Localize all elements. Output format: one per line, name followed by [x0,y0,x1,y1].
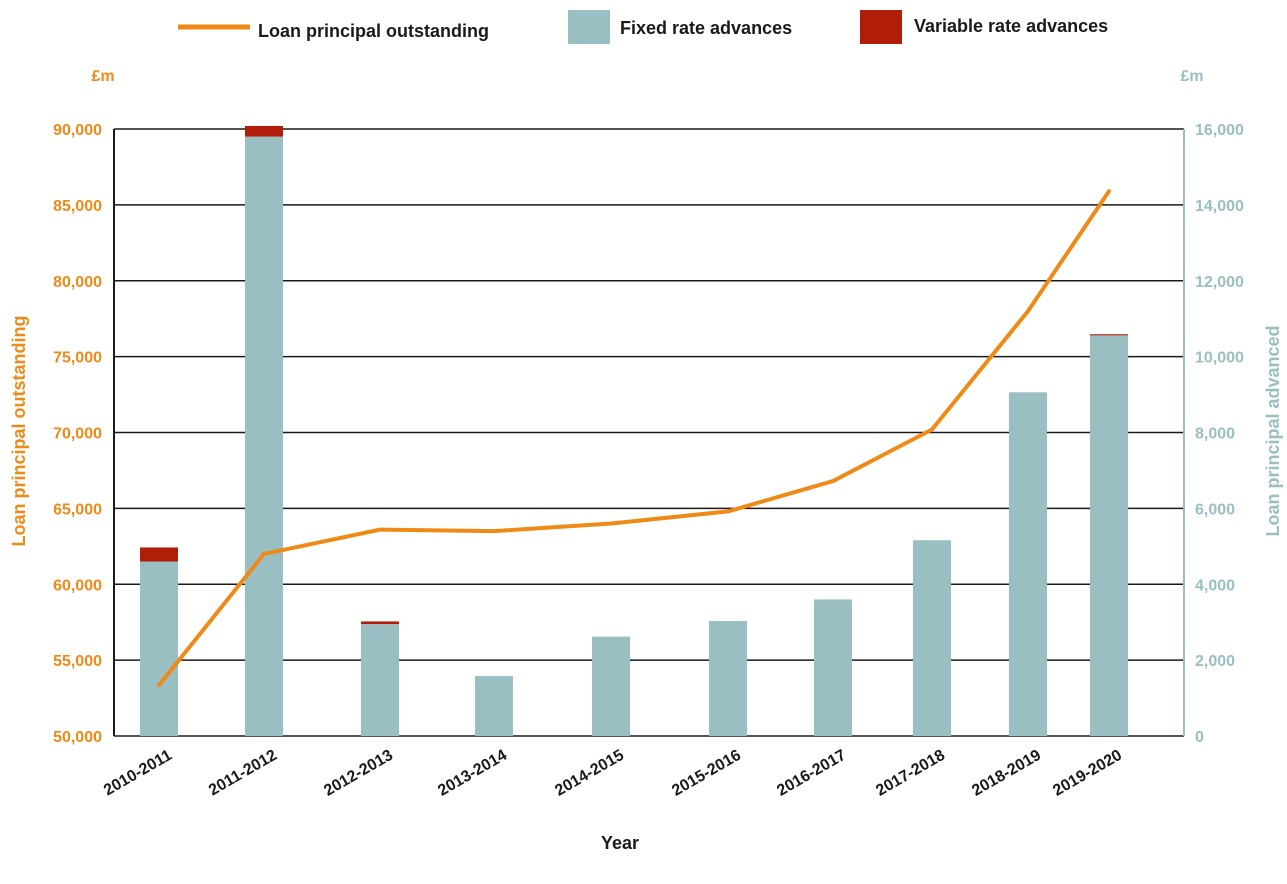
line-series [157,189,1111,688]
left-tick-labels: 50,000 55,000 60,000 65,000 70,000 75,000 80,0… [53,122,102,746]
x-tick-label: 2011-2012 [206,747,280,800]
right-tick-label: 6,000 [1195,501,1235,518]
left-tick-label: 75,000 [53,350,102,367]
legend-label-variable: Variable rate advances [914,16,1108,36]
right-unit-label: £m [1180,68,1203,85]
x-tick-label: 2010-2011 [101,747,175,800]
x-tick-label: 2014-2015 [552,747,627,800]
x-tick-label: 2016-2017 [774,747,849,800]
x-tick-label: 2018-2019 [969,747,1044,800]
x-tick-label: 2017-2018 [873,747,948,800]
bar-fixed-2018-2019 [1009,392,1047,736]
bar-fixed-2016-2017 [814,599,852,736]
left-axis-title: Loan principal outstanding [9,316,29,547]
bar-variable-2019-2020 [1090,334,1128,336]
bar-fixed-2011-2012 [245,136,283,736]
legend-label-line: Loan principal outstanding [258,21,489,41]
bar-variable-2012-2013 [361,621,399,625]
left-tick-label: 80,000 [53,274,102,291]
bar-variable-2011-2012 [245,125,283,137]
bar-fixed-2015-2016 [709,621,747,736]
left-tick-label: 70,000 [53,426,102,443]
right-axis-title: Loan principal advanced [1263,325,1283,536]
right-tick-label: 12,000 [1195,274,1244,291]
bar-fixed-2017-2018 [913,540,951,736]
left-tick-label: 55,000 [53,653,102,670]
x-axis-title: Year [601,833,639,853]
right-tick-label: 10,000 [1195,350,1244,367]
bar-fixed-2013-2014 [475,676,513,736]
right-tick-label: 0 [1195,729,1204,746]
x-tick-label: 2019-2020 [1050,747,1125,800]
x-tick-labels: 2010-2011 2011-2012 2012-2013 2013-2014 2014… [101,747,1125,800]
left-tick-label: 65,000 [53,501,102,518]
bars [140,125,1128,736]
left-tick-label: 50,000 [53,729,102,746]
line-loan-principal-outstanding [157,189,1111,688]
legend-label-fixed: Fixed rate advances [620,18,792,38]
right-tick-label: 16,000 [1195,122,1244,139]
gridlines [114,128,1184,737]
left-tick-label: 90,000 [53,122,102,139]
bar-fixed-2019-2020 [1090,335,1128,736]
bar-fixed-2010-2011 [140,561,178,736]
bar-variable-2010-2011 [140,547,178,562]
right-tick-label: 14,000 [1195,198,1244,215]
right-tick-labels: 0 2,000 4,000 6,000 8,000 10,000 12,000 14,000 1… [1195,122,1244,746]
bar-fixed-2014-2015 [592,636,630,736]
right-tick-label: 8,000 [1195,426,1235,443]
legend: Loan principal outstanding Fixed rate ad… [178,10,1108,44]
legend-swatch-variable [860,10,902,44]
legend-swatch-fixed [568,10,610,44]
x-tick-label: 2015-2016 [669,747,744,800]
left-tick-label: 60,000 [53,577,102,594]
axes [113,129,1185,736]
right-tick-label: 2,000 [1195,653,1235,670]
bar-fixed-2012-2013 [361,624,399,736]
left-tick-label: 85,000 [53,198,102,215]
right-tick-label: 4,000 [1195,577,1235,594]
x-tick-label: 2013-2014 [435,747,510,800]
left-unit-label: £m [91,68,114,85]
x-tick-label: 2012-2013 [321,747,396,800]
